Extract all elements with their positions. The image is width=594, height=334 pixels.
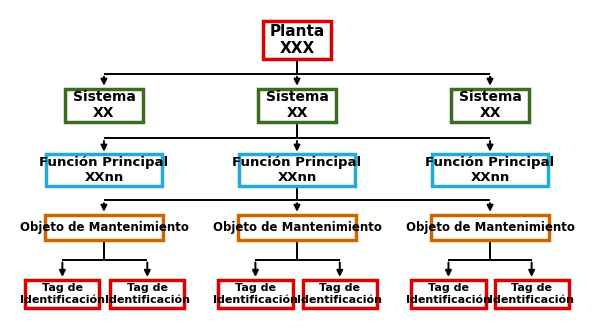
Text: Objeto de Mantenimiento: Objeto de Mantenimiento <box>20 221 188 233</box>
Text: Objeto de Mantenimiento: Objeto de Mantenimiento <box>406 221 574 233</box>
FancyBboxPatch shape <box>65 89 143 122</box>
Text: Planta
XXX: Planta XXX <box>269 24 325 56</box>
Text: Tag de
Identificación: Tag de Identificación <box>406 283 491 305</box>
FancyBboxPatch shape <box>451 89 529 122</box>
Text: Objeto de Mantenimiento: Objeto de Mantenimiento <box>213 221 381 233</box>
Text: Tag de
Identificación: Tag de Identificación <box>297 283 383 305</box>
Text: Tag de
Identificación: Tag de Identificación <box>105 283 190 305</box>
FancyBboxPatch shape <box>238 214 356 240</box>
FancyBboxPatch shape <box>46 154 162 186</box>
Text: Tag de
Identificación: Tag de Identificación <box>20 283 105 305</box>
FancyBboxPatch shape <box>45 214 163 240</box>
FancyBboxPatch shape <box>263 21 331 59</box>
FancyBboxPatch shape <box>239 154 355 186</box>
Text: Sistema
XX: Sistema XX <box>459 90 522 120</box>
Text: Sistema
XX: Sistema XX <box>72 90 135 120</box>
FancyBboxPatch shape <box>432 154 548 186</box>
FancyBboxPatch shape <box>25 280 99 308</box>
Text: Sistema
XX: Sistema XX <box>266 90 328 120</box>
FancyBboxPatch shape <box>302 280 377 308</box>
FancyBboxPatch shape <box>411 280 486 308</box>
FancyBboxPatch shape <box>110 280 184 308</box>
Text: Función Principal
XXnn: Función Principal XXnn <box>425 156 555 184</box>
FancyBboxPatch shape <box>431 214 549 240</box>
FancyBboxPatch shape <box>258 89 336 122</box>
FancyBboxPatch shape <box>218 280 292 308</box>
Text: Función Principal
XXnn: Función Principal XXnn <box>39 156 169 184</box>
Text: Función Principal
XXnn: Función Principal XXnn <box>232 156 362 184</box>
Text: Tag de
Identificación: Tag de Identificación <box>213 283 298 305</box>
FancyBboxPatch shape <box>494 280 568 308</box>
Text: Tag de
Identificación: Tag de Identificación <box>489 283 574 305</box>
